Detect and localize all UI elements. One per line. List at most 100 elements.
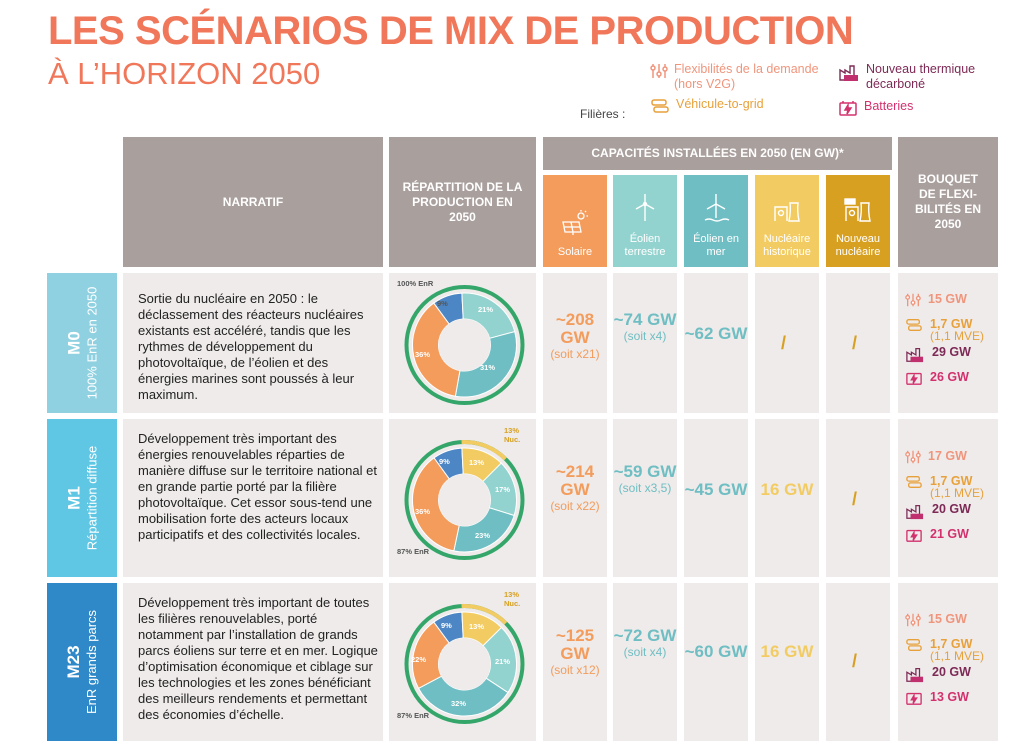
row-m0-eolien-terrestre-cell: ~74 GW (soit x4) (613, 273, 677, 413)
row-m0-eolien-terrestre-value: ~74 GW (613, 310, 677, 329)
row-m1-enr-label: 87% EnR (397, 547, 430, 556)
col-nucleaire-historique: Nucléaire historique (755, 175, 819, 267)
row-m23-flex-list: 15 GW 1,7 GW (1,1 MVE) 20 GW 13 GW (904, 612, 984, 715)
row-m1-pct-eolien-terrestre: 17% (495, 485, 511, 494)
legend-thermal: Nouveau thermique décarboné (838, 62, 1008, 92)
row-m0-flex-batteries-value: 26 GW (930, 370, 969, 384)
row-m23-solaire-eq: (soit x12) (550, 663, 600, 677)
row-m0-nucleaire-historique-cell: / (755, 273, 819, 413)
flex-demand-icon (905, 450, 921, 464)
legend-v2g: Véhicule-to-grid (650, 97, 820, 115)
row-m1-solaire: ~214 GW (soit x22) (543, 463, 607, 514)
row-m23-flex-v2g-sub: (1,1 MVE) (930, 649, 985, 663)
row-m23-code: M23 (64, 645, 83, 679)
row-m0-flex-demande: 15 GW (904, 292, 984, 317)
row-m23-solaire-cell: ~125 GW (soit x12) (543, 583, 607, 741)
header-bouquet: BOUQUET DE FLEXI-BILITÉS EN 2050 (898, 137, 998, 267)
legend-batteries: Batteries (838, 99, 1008, 117)
row-m0-flex-list: 15 GW 1,7 GW (1,1 MVE) 29 GW 26 GW (904, 292, 984, 395)
row-m1-flex-batteries: 21 GW (904, 527, 984, 552)
col-nucleaire-historique-label: Nucléaire historique (763, 233, 811, 258)
row-m23-donut-chart (404, 604, 525, 724)
flex-demand-icon (905, 293, 921, 307)
v2g-icon (651, 99, 669, 113)
row-m23-donut-cell: 87% EnR 13% Nuc. 9% 13% 21% 32% 22% (389, 583, 536, 741)
row-m0-pct-hydro: 9% (437, 299, 448, 308)
row-m23-solaire: ~125 GW (soit x12) (543, 627, 607, 678)
row-m23-pct-hydro: 9% (441, 621, 452, 630)
row-m1-nuc-label: 13% Nuc. (504, 426, 521, 444)
row-m23-nouveau-nucleaire-cell: / (826, 583, 890, 741)
row-m23-eolien-terrestre-cell: ~72 GW (soit x4) (613, 583, 677, 741)
thermal-plant-icon (906, 347, 924, 363)
col-solaire-label: Solaire (557, 246, 593, 258)
donut-hole (438, 474, 491, 526)
row-m1-eolien-mer-cell: ~45 GW (684, 419, 748, 577)
row-m1-narrative: Développement très important des énergie… (138, 431, 377, 542)
row-m1-flex-cell (898, 419, 998, 577)
row-m1-flex-demande-value: 17 GW (928, 449, 967, 463)
col-nouveau-nucleaire: Nouveau nucléaire (826, 175, 890, 267)
row-m0-label: M0 100% EnR en 2050 (47, 273, 117, 413)
row-m0-flex-v2g-sub: (1,1 MVE) (930, 329, 985, 343)
row-m1-pct-eolien-mer: 23% (475, 531, 491, 540)
row-m0-pct-eolien-terrestre: 21% (478, 305, 494, 314)
row-m0-flex-cell (898, 273, 998, 413)
row-m1-flex-demande: 17 GW (904, 449, 984, 474)
row-m1-label: M1 Répartition diffuse (47, 419, 117, 577)
legend-filieres-label: Filières : (580, 107, 626, 121)
header-narratif: NARRATIF (123, 137, 383, 267)
row-m1-nucleaire-historique-cell: 16 GW (755, 419, 819, 577)
row-m1-nouveau-nucleaire-value: / (852, 489, 858, 509)
legend-thermal-label: Nouveau thermique décarboné (866, 62, 976, 91)
donut-enr-ring (404, 285, 525, 405)
row-m1-flex-thermique-value: 20 GW (932, 502, 971, 516)
row-m0-flex-batteries: 26 GW (904, 370, 984, 395)
flex-demand-icon (905, 613, 921, 627)
row-m0-flex-demande-value: 15 GW (928, 292, 967, 306)
v2g-icon (906, 476, 922, 488)
row-m23-pct-nucleaire: 13% (469, 622, 485, 631)
row-m0-donut-chart (404, 285, 525, 405)
flex-demand-icon (650, 64, 668, 78)
row-m0-flex-v2g-value: 1,7 GW (930, 317, 973, 331)
col-eolien-terrestre: Éolien terrestre (613, 175, 677, 267)
donut-hole (438, 319, 491, 371)
legend-v2g-label: Véhicule-to-grid (676, 97, 764, 111)
row-m23-solaire-value: ~125 GW (555, 626, 595, 663)
row-m1-nouveau-nucleaire-cell: / (826, 419, 890, 577)
v2g-icon (906, 319, 922, 331)
row-m0-eolien-mer-value: ~62 GW (684, 324, 748, 343)
col-nouveau-nucleaire-label: Nouveau nucléaire (835, 233, 881, 258)
row-m0-solaire-cell: ~208 GW (soit x21) (543, 273, 607, 413)
solar-panel-icon (562, 210, 588, 235)
row-m23-flex-v2g-value: 1,7 GW (930, 637, 973, 651)
donut-nuc-ring (461, 440, 507, 461)
row-m0-solaire-eq: (soit x21) (550, 347, 600, 361)
row-m1-pct-solaire: 36% (415, 507, 431, 516)
row-m23-eolien-terrestre: ~72 GW (soit x4) (613, 627, 677, 660)
row-m23-pct-solaire: 22% (411, 655, 427, 664)
row-m23-eolien-mer-cell: ~60 GW (684, 583, 748, 741)
row-m1-nucleaire-historique-value: 16 GW (760, 480, 814, 499)
row-m1-eolien-terrestre-eq: (soit x3,5) (618, 481, 672, 495)
row-m0-eolien-terrestre: ~74 GW (soit x4) (613, 311, 677, 344)
thermal-plant-icon (906, 504, 924, 520)
row-m23-flex-batteries: 13 GW (904, 690, 984, 715)
row-m0-flex-thermique: 29 GW (904, 345, 984, 370)
row-m1-eolien-terrestre: ~59 GW (soit x3,5) (613, 463, 677, 496)
row-m1-eolien-mer-value: ~45 GW (684, 480, 748, 499)
row-m23-flex-demande: 15 GW (904, 612, 984, 637)
row-m1-pct-hydro: 9% (439, 457, 450, 466)
row-m0-enr-label: 100% EnR (397, 279, 434, 288)
legend-batteries-label: Batteries (864, 99, 914, 113)
battery-icon (906, 529, 922, 542)
battery-icon (906, 372, 922, 385)
col-eolien-terrestre-label: Éolien terrestre (624, 233, 666, 258)
row-m0-pct-eolien-mer: 31% (480, 363, 496, 372)
row-m23-narrative-cell: Développement très important de toutes l… (123, 583, 383, 741)
row-m23-label: M23 EnR grands parcs (47, 583, 117, 741)
row-m23-pct-eolien-terrestre: 21% (495, 657, 511, 666)
row-m1-flex-v2g-value: 1,7 GW (930, 474, 973, 488)
row-m23-eolien-terrestre-eq: (soit x4) (623, 645, 667, 659)
